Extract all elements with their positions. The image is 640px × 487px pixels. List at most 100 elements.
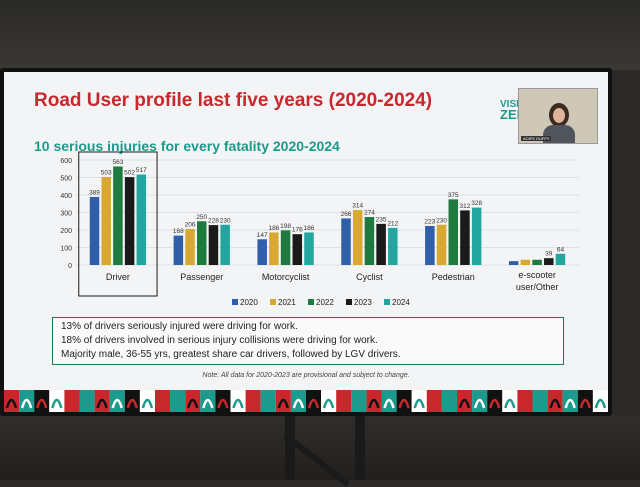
slide: Road User profile last five years (2020-… <box>4 72 608 412</box>
legend-swatch-2021 <box>270 299 276 305</box>
legend-label: 2023 <box>354 298 372 307</box>
y-tick-label: 500 <box>60 176 72 183</box>
room-floor <box>0 415 640 480</box>
pattern-swirl <box>398 398 410 409</box>
y-tick-label: 100 <box>60 246 72 253</box>
bar-2024 <box>471 207 482 265</box>
pattern-swirl <box>428 398 441 409</box>
pattern-swirl <box>232 398 244 409</box>
pattern-swirl <box>247 398 259 409</box>
slide-subtitle: 10 serious injuries for every fatality 2… <box>34 138 340 154</box>
y-tick-label: 300 <box>60 211 72 218</box>
bar-2024 <box>304 232 314 265</box>
pattern-swirl <box>156 398 169 409</box>
data-label: 223 <box>424 218 435 225</box>
bar-2024 <box>388 227 398 265</box>
pattern-swirl <box>111 398 123 409</box>
pattern-swirl <box>171 398 184 409</box>
bar-2020 <box>425 225 435 265</box>
data-label: 328 <box>471 200 482 207</box>
video-thumbnail[interactable]: AOIFE DUFFY <box>518 88 598 144</box>
bar-2023 <box>124 177 135 265</box>
data-label: 230 <box>220 217 231 224</box>
bar-2022 <box>364 217 375 265</box>
pattern-swirl <box>368 398 380 409</box>
pattern-swirl <box>473 398 486 409</box>
pattern-swirl <box>51 398 63 409</box>
bar-2020 <box>341 218 351 265</box>
data-label: 230 <box>436 217 447 224</box>
note-line: 13% of drivers seriously injured were dr… <box>61 321 298 332</box>
pattern-swirl <box>504 398 516 409</box>
data-label: 312 <box>460 203 471 210</box>
room-wall <box>0 0 640 70</box>
pattern-swirl <box>96 398 108 409</box>
data-label: 502 <box>124 170 135 177</box>
pattern-swirl <box>443 398 456 409</box>
video-name-tag: AOIFE DUFFY <box>521 136 552 141</box>
legend-label: 2022 <box>316 298 334 307</box>
data-label: 235 <box>376 216 387 223</box>
bar-2022 <box>532 259 542 265</box>
bar-2020 <box>89 196 100 265</box>
data-label: 314 <box>352 203 363 210</box>
bar-2020 <box>257 239 267 265</box>
x-tick-label: Cyclist <box>356 272 383 282</box>
data-label: 266 <box>341 211 352 218</box>
y-tick-label: 200 <box>60 228 72 235</box>
legend-label: 2020 <box>240 298 258 307</box>
legend-swatch-2022 <box>308 299 314 305</box>
x-tick-label: Pedestrian <box>432 272 475 282</box>
bar-2021 <box>101 176 111 265</box>
legend-label: 2024 <box>392 298 410 307</box>
data-label: 168 <box>173 228 184 235</box>
legend-swatch-2020 <box>232 299 238 305</box>
pattern-swirl <box>579 398 592 409</box>
bar-2024 <box>555 253 566 265</box>
data-label: 375 <box>448 192 459 199</box>
bar-2023 <box>292 234 303 265</box>
pattern-swirl <box>35 398 48 409</box>
pattern-swirl <box>20 398 33 409</box>
data-label: 186 <box>304 225 315 232</box>
bar-2023 <box>376 223 386 265</box>
pattern-swirl <box>307 398 320 409</box>
pattern-swirl <box>458 398 471 409</box>
data-label: 563 <box>112 159 123 166</box>
data-label: 503 <box>101 169 112 176</box>
data-label: 147 <box>257 232 268 239</box>
pattern-swirl <box>353 398 365 409</box>
data-label: 64 <box>557 246 565 253</box>
x-tick-label: user/Other <box>516 282 559 292</box>
pattern-swirl <box>564 398 576 409</box>
pattern-swirl <box>534 398 546 409</box>
bar-2023 <box>460 210 470 265</box>
decorative-pattern <box>4 390 608 412</box>
bar-2021 <box>352 210 363 265</box>
pattern-swirl <box>81 398 93 409</box>
pattern-swirl <box>383 398 395 409</box>
legend-swatch-2024 <box>384 299 390 305</box>
pattern-swirl <box>488 398 501 409</box>
bar-2021 <box>185 228 195 265</box>
data-label: 212 <box>387 220 398 227</box>
data-label: 186 <box>268 225 279 232</box>
data-label: 389 <box>89 189 100 196</box>
data-label: 228 <box>208 218 219 225</box>
highlight-box <box>78 151 158 297</box>
bar-2022 <box>448 199 458 265</box>
bar-2021 <box>436 224 447 265</box>
bar-2020 <box>173 235 184 265</box>
bar-2020 <box>508 261 519 265</box>
data-label: 250 <box>196 214 207 221</box>
data-label: 517 <box>136 167 147 174</box>
pattern-swirl <box>594 398 607 409</box>
pattern-swirl <box>66 398 78 409</box>
bar-2024 <box>136 174 147 265</box>
legend-swatch-2023 <box>346 299 352 305</box>
pattern-swirl <box>126 398 139 409</box>
pattern-swirl <box>5 398 18 409</box>
bar-2022 <box>197 221 207 265</box>
y-tick-label: 600 <box>60 158 72 165</box>
